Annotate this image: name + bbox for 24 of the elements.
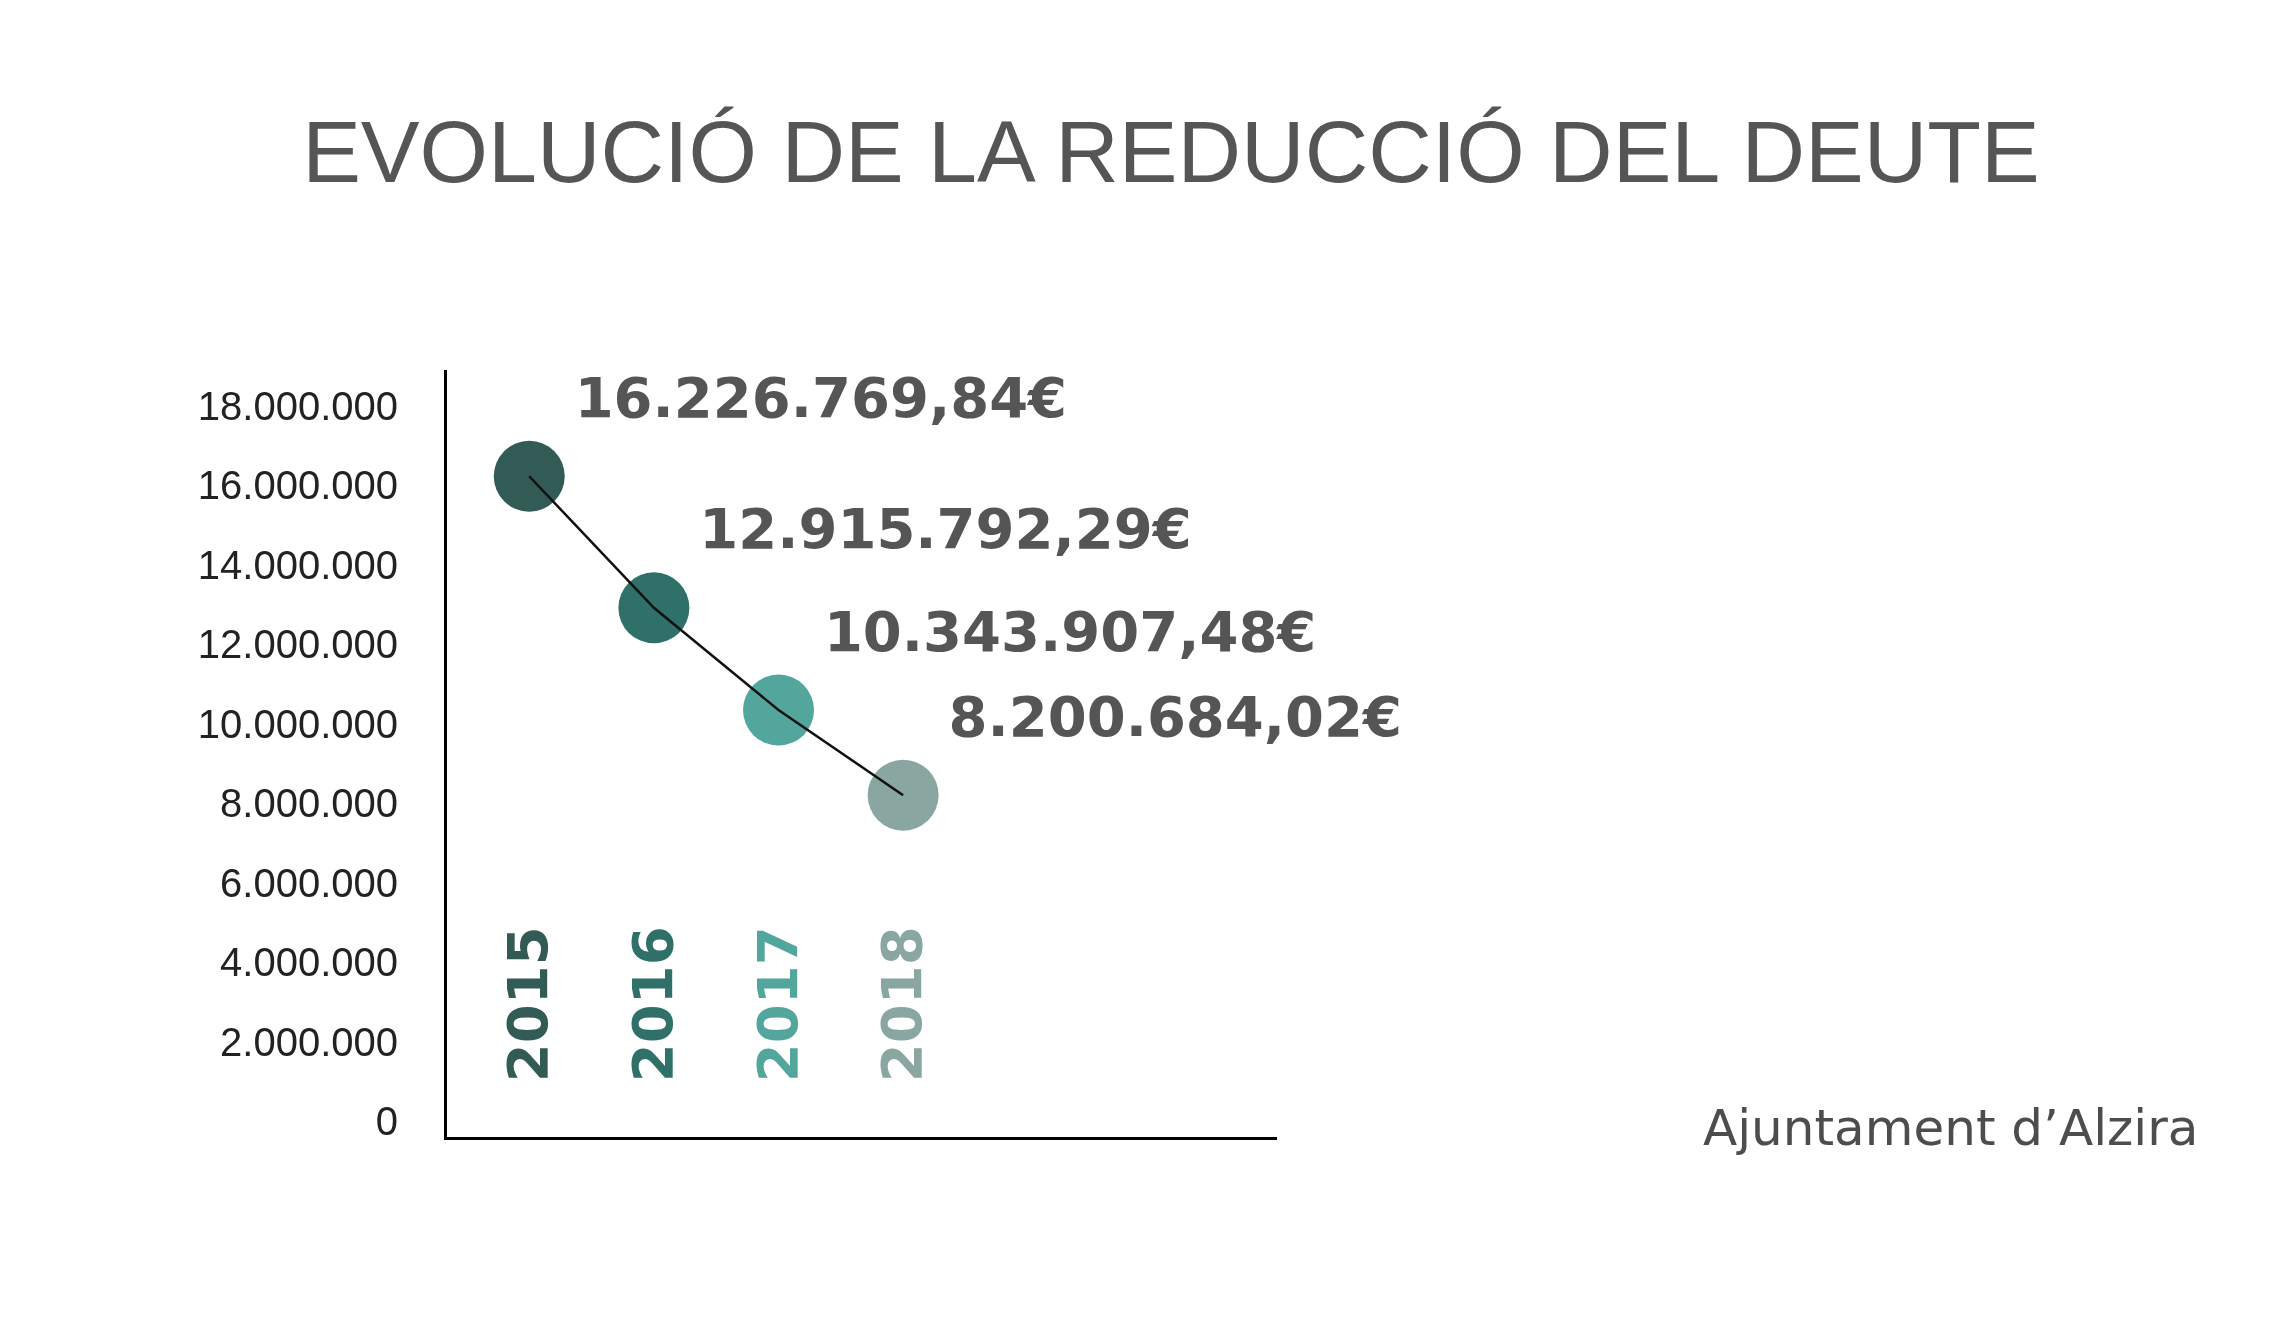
y-tick-label: 10.000.000: [197, 701, 398, 746]
y-tick-label: 4.000.000: [220, 940, 398, 985]
y-tick-label: 14.000.000: [197, 542, 398, 587]
y-tick-label: 2.000.000: [220, 1019, 398, 1064]
data-label: 10.343.907,48€: [823, 598, 1317, 664]
x-tick-label: 2018: [869, 926, 935, 1083]
point: [743, 674, 814, 746]
point: [867, 759, 939, 831]
y-tick-label: 8.000.000: [220, 781, 398, 826]
data-label: 8.200.684,02€: [948, 683, 1402, 749]
point: [493, 440, 565, 512]
data-label: 16.226.769,84€: [574, 364, 1068, 430]
data-label: 12.915.792,29€: [699, 496, 1192, 562]
y-tick-label: 16.000.000: [197, 463, 398, 508]
y-tick-label: 6.000.000: [220, 860, 398, 905]
y-tick-label: 12.000.000: [197, 622, 398, 667]
x-tick-label: 2015: [495, 926, 561, 1083]
text: Ajuntament d’Alzira: [1703, 1099, 2199, 1157]
x-tick-label: 2017: [744, 926, 810, 1083]
x-tick-label: 2016: [620, 926, 686, 1083]
y-tick-label: 0: [375, 1099, 398, 1144]
y-tick-label: 18.000.000: [197, 383, 398, 428]
point: [618, 572, 690, 644]
text: EVOLUCIÓ DE LA REDUCCIÓ DEL DEUTE: [302, 101, 2040, 201]
